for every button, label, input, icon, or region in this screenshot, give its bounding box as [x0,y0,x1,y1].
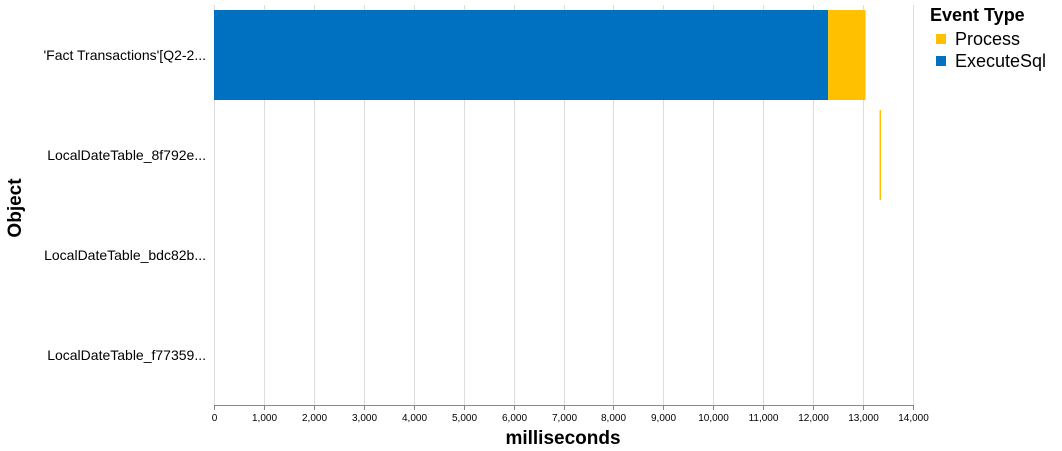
legend-title: Event Type [930,5,1025,25]
x-tick-label: 0 [212,413,218,424]
legend-swatch-executesql [936,56,946,66]
x-tick-label: 11,000 [749,413,779,424]
category-label: LocalDateTable_bdc82b... [44,247,206,263]
x-tick-label: 7,000 [552,413,577,424]
category-label: 'Fact Transactions'[Q2-2... [43,47,206,63]
x-tick-label: 12,000 [798,413,829,424]
category-label: LocalDateTable_8f792e... [47,147,206,163]
legend-label-executesql: ExecuteSql [955,51,1046,71]
bar-executesql-0 [214,10,829,100]
x-tick-label: 8,000 [601,413,626,424]
x-tick-label: 4,000 [402,413,427,424]
x-tick-label: 13,000 [848,413,879,424]
bars [214,10,882,200]
legend-swatch-process [936,34,946,44]
category-label: LocalDateTable_f77359... [47,347,206,363]
bar-process-1 [879,110,882,200]
x-tick-label: 1,000 [252,413,277,424]
x-tick-label: 10,000 [698,413,729,424]
y-axis-title: Object [5,178,26,238]
x-tick-label: 5,000 [452,413,477,424]
x-tick-label: 3,000 [352,413,377,424]
x-axis-title: milliseconds [505,428,620,449]
y-axis: 'Fact Transactions'[Q2-2... LocalDateTabl… [43,47,206,363]
x-tick-label: 9,000 [651,413,676,424]
x-tick-label: 2,000 [302,413,327,424]
legend-label-process: Process [955,29,1020,49]
x-axis: 0 1,000 2,000 3,000 4,000 5,000 6,000 7,000 8,00… [212,405,929,424]
x-tick-label: 6,000 [502,413,527,424]
x-tick-label: 14,000 [898,413,929,424]
bar-process-0 [828,10,866,100]
